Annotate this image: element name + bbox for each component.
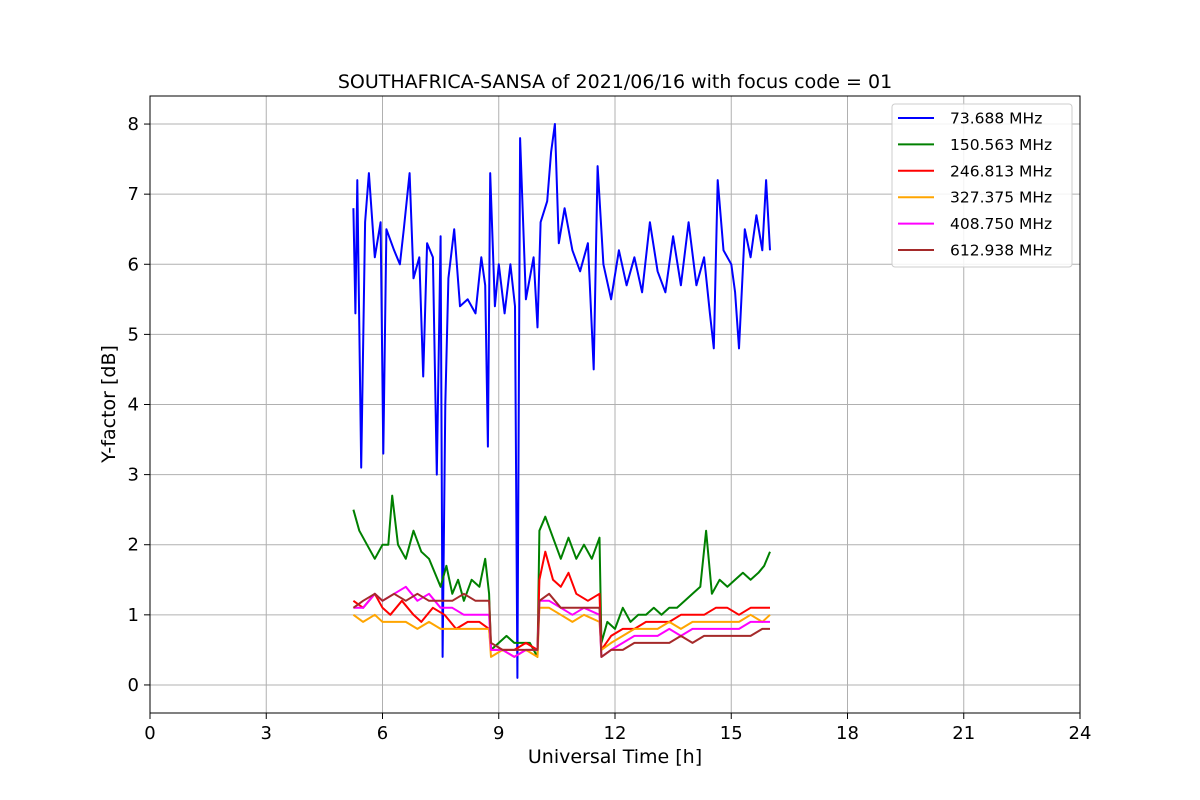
chart-title: SOUTHAFRICA-SANSA of 2021/06/16 with foc… <box>338 71 892 93</box>
legend-label: 408.750 MHz <box>950 215 1052 233</box>
x-tick-label: 9 <box>493 723 504 744</box>
series-line-6 <box>352 592 770 658</box>
y-axis-label: Y-factor [dB] <box>98 345 120 464</box>
legend-label: 612.938 MHz <box>950 242 1052 260</box>
x-tick-label: 3 <box>261 723 272 744</box>
series-line-3 <box>352 550 770 651</box>
y-tick-label: 6 <box>128 254 139 275</box>
x-axis-label: Universal Time [h] <box>528 746 702 768</box>
legend-label: 327.375 MHz <box>950 189 1052 207</box>
legend-box <box>891 103 1073 268</box>
y-tick-label: 3 <box>128 465 139 486</box>
y-tick-label: 2 <box>128 535 139 556</box>
series-line-1 <box>352 123 771 679</box>
x-tick-label: 21 <box>952 723 975 744</box>
x-tick-label: 6 <box>377 723 388 744</box>
legend-label: 246.813 MHz <box>950 162 1052 180</box>
y-tick-label: 7 <box>128 184 139 205</box>
x-tick-label: 18 <box>836 723 859 744</box>
y-tick-label: 0 <box>128 675 139 696</box>
x-tick-label: 0 <box>144 723 155 744</box>
y-tick-label: 8 <box>128 114 139 135</box>
series-line-4 <box>352 606 771 658</box>
x-tick-label: 24 <box>1069 723 1092 744</box>
series-lines <box>352 123 771 679</box>
y-tick-label: 1 <box>128 605 139 626</box>
y-tick-label: 5 <box>128 324 139 345</box>
legend-label: 73.688 MHz <box>950 110 1042 128</box>
x-tick-label: 15 <box>720 723 743 744</box>
y-tick-label: 4 <box>128 395 139 416</box>
legend: 73.688 MHz 150.563 MHz 246.813 MHz 327.375 … <box>891 103 1073 268</box>
series-line-2 <box>352 494 771 658</box>
x-tick-label: 12 <box>604 723 627 744</box>
legend-label: 150.563 MHz <box>950 136 1052 154</box>
